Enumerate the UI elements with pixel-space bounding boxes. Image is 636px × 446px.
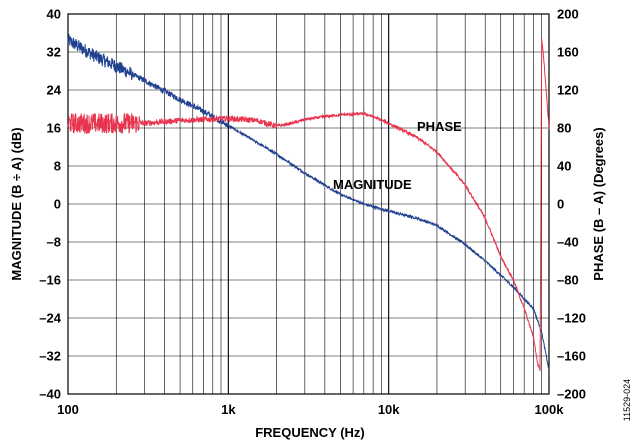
y-right-tick-label: 80 [557, 121, 571, 136]
magnitude-series-line [67, 34, 550, 371]
y-right-tick-label: –80 [557, 273, 579, 288]
figure-id: 11529-024 [622, 379, 632, 421]
x-axis-title: FREQUENCY (Hz) [255, 425, 365, 440]
y-right-tick-label: 120 [557, 83, 579, 98]
tick-labels: 4032241680–8–16–24–32–4020016012080400–4… [39, 7, 586, 418]
y-left-tick-label: –16 [39, 273, 61, 288]
y-axis-left-title: MAGNITUDE (B ÷ A) (dB) [9, 127, 24, 280]
y-right-tick-label: 0 [557, 197, 564, 212]
y-left-tick-label: 0 [54, 197, 61, 212]
y-right-tick-label: 200 [557, 7, 579, 22]
grid-lines [67, 13, 550, 395]
y-left-tick-label: 16 [47, 121, 61, 136]
plot-frame [67, 13, 550, 395]
y-left-tick-label: –40 [39, 387, 61, 402]
y-left-tick-label: 40 [47, 7, 61, 22]
y-left-tick-label: 32 [47, 45, 61, 60]
phase-annotation: PHASE [417, 119, 462, 134]
x-tick-label: 1k [221, 402, 236, 417]
y-right-tick-label: –160 [557, 349, 586, 364]
y-left-tick-label: 24 [47, 83, 62, 98]
x-tick-label: 100 [57, 402, 79, 417]
y-right-tick-label: –40 [557, 235, 579, 250]
y-right-tick-label: –120 [557, 311, 586, 326]
series-group [67, 34, 550, 371]
y-left-tick-label: –24 [39, 311, 61, 326]
x-tick-label: 10k [378, 402, 400, 417]
magnitude-annotation: MAGNITUDE [333, 177, 412, 192]
phase-series-line [67, 38, 550, 371]
y-right-tick-label: –200 [557, 387, 586, 402]
y-left-tick-label: –32 [39, 349, 61, 364]
x-tick-label: 100k [535, 402, 565, 417]
y-left-tick-label: 8 [54, 159, 61, 174]
y-left-tick-label: –8 [47, 235, 61, 250]
y-right-tick-label: 160 [557, 45, 579, 60]
y-right-tick-label: 40 [557, 159, 571, 174]
y-axis-right-title: PHASE (B – A) (Degrees) [591, 127, 606, 280]
